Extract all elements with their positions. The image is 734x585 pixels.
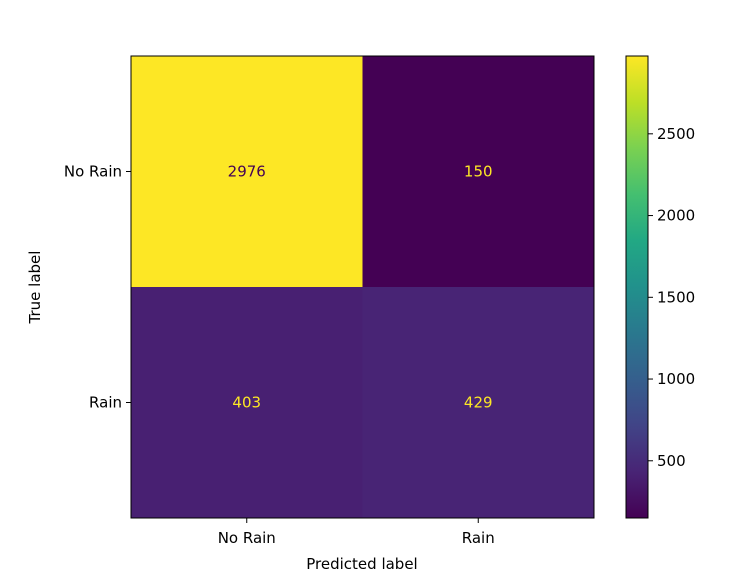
cell-value: 429: [464, 394, 493, 412]
colorbar-tick-label: 1500: [657, 288, 695, 306]
colorbar-tick-label: 2500: [657, 125, 695, 143]
x-axis-ticks: No Rain Rain: [218, 518, 495, 547]
x-tick-label: No Rain: [218, 529, 276, 547]
y-tick-label: Rain: [89, 394, 122, 412]
matrix-cell: [131, 56, 363, 287]
colorbar-tick-label: 500: [657, 452, 686, 470]
matrix-cells: 2976 150 403 429: [131, 56, 594, 518]
x-axis-label: Predicted label: [306, 555, 417, 573]
colorbar-tick-label: 1000: [657, 370, 695, 388]
colorbar: [625, 55, 649, 519]
y-tick-label: No Rain: [64, 163, 122, 181]
colorbar-tick-label: 2000: [657, 207, 695, 225]
cell-value: 2976: [228, 163, 266, 181]
cell-value: 403: [232, 394, 261, 412]
y-axis-ticks: No Rain Rain: [64, 163, 131, 412]
matrix-cell: [362, 287, 594, 518]
matrix-frame: [130, 55, 595, 519]
cell-value: 150: [464, 163, 493, 181]
y-axis-label: True label: [26, 251, 44, 325]
colorbar-ticks: 500 1000 1500 2000 2500: [648, 125, 695, 470]
matrix-cell: [131, 287, 363, 518]
x-tick-label: Rain: [462, 529, 495, 547]
matrix-cell: [362, 56, 594, 287]
